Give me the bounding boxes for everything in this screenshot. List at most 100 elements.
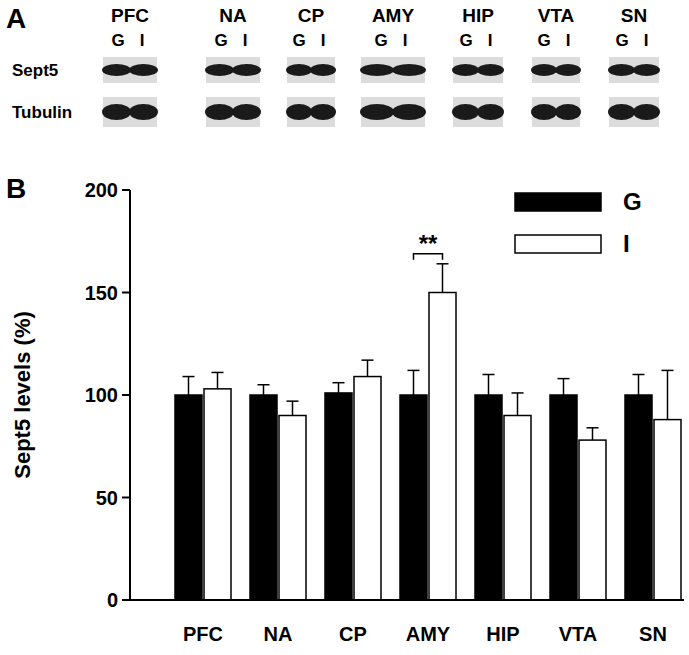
blot-region: HIP [462, 5, 494, 26]
y-tick [122, 292, 130, 294]
y-tick-label: 100 [85, 384, 118, 406]
x-tick-label: HIP [486, 623, 519, 645]
y-tick [122, 394, 130, 396]
blot-band [633, 104, 660, 120]
error-line [292, 401, 294, 415]
blot-band [286, 64, 312, 76]
blot-band [531, 104, 557, 120]
error-line [638, 375, 640, 396]
bar [400, 395, 427, 600]
error-line [263, 385, 265, 395]
blot-band [232, 64, 261, 76]
error-cap [408, 370, 420, 372]
blot-condition: I [403, 31, 408, 50]
bars [175, 264, 681, 600]
error-bar [558, 379, 570, 395]
blot-band [102, 64, 131, 76]
error-bar [483, 375, 495, 396]
blot-band [286, 104, 312, 120]
error-cap [662, 370, 674, 372]
blot-band [360, 104, 394, 120]
legend-label: I [623, 230, 630, 257]
x-tick-label: PFC [183, 623, 223, 645]
legend-swatch [515, 235, 601, 253]
y-tick-label: 50 [96, 487, 118, 509]
y-tick [122, 189, 130, 191]
blot-background [609, 97, 659, 127]
blot-band [232, 104, 261, 120]
error-cap [437, 263, 449, 265]
blot-condition: G [537, 31, 550, 50]
error-cap [333, 382, 345, 384]
blot-background [609, 57, 659, 83]
bar [325, 393, 352, 600]
bar [625, 395, 652, 600]
blot-band [452, 64, 479, 76]
bar [354, 377, 381, 600]
error-bar [333, 383, 345, 393]
error-cap [633, 374, 645, 376]
blot-row-label: Sept5 [12, 61, 58, 80]
blot-condition: I [140, 31, 145, 50]
blot-band [310, 64, 336, 76]
blot-background [103, 57, 157, 83]
y-tick [122, 599, 130, 601]
blot-background [453, 57, 503, 83]
blot-band [310, 104, 336, 120]
blot-background [206, 97, 260, 127]
blot-region: CP [298, 5, 325, 26]
y-tick-label: 150 [85, 282, 118, 304]
error-cap [483, 374, 495, 376]
error-line [563, 379, 565, 395]
bar [550, 395, 577, 600]
error-line [188, 377, 190, 395]
blot-condition: G [111, 31, 124, 50]
blot-condition: I [566, 31, 571, 50]
error-line [667, 370, 669, 419]
x-tick-label: NA [264, 623, 293, 645]
blot-region: NA [219, 5, 247, 26]
blot-background [103, 97, 157, 127]
blot-background [361, 97, 425, 127]
error-bar [662, 370, 674, 419]
y-axis-title: Sept5 levels (%) [10, 311, 35, 479]
legend-swatch [515, 193, 601, 211]
blot-condition: I [243, 31, 248, 50]
bar [250, 395, 277, 600]
blot-region: VTA [538, 5, 575, 26]
bar [475, 395, 502, 600]
error-cap [258, 384, 270, 386]
blot-background [532, 57, 580, 83]
blot-condition: I [321, 31, 326, 50]
error-cap [512, 392, 524, 394]
blot-region: SN [621, 5, 647, 26]
error-cap [558, 378, 570, 380]
error-line [442, 264, 444, 293]
blot-band [477, 64, 504, 76]
error-line [217, 372, 219, 388]
blot-band [452, 104, 479, 120]
blot-condition: G [214, 31, 227, 50]
blot-band [392, 104, 426, 120]
bar [654, 420, 681, 600]
blot-condition: I [488, 31, 493, 50]
blot-band [555, 104, 581, 120]
panel-label: A [6, 3, 26, 34]
blot-background [361, 57, 425, 83]
bar [175, 395, 202, 600]
blot-band [608, 104, 635, 120]
blot-band [205, 64, 234, 76]
error-bar [437, 264, 449, 293]
bar [279, 416, 306, 601]
error-bar [408, 370, 420, 395]
error-cap [212, 372, 224, 374]
bar [504, 416, 531, 601]
error-cap [587, 427, 599, 429]
blot-background [287, 97, 335, 127]
error-cap [362, 359, 374, 361]
x-tick-label: SN [639, 623, 667, 645]
blot-region: PFC [111, 5, 149, 26]
blot-band [392, 64, 426, 76]
error-bar [258, 385, 270, 395]
blot-condition: G [459, 31, 472, 50]
